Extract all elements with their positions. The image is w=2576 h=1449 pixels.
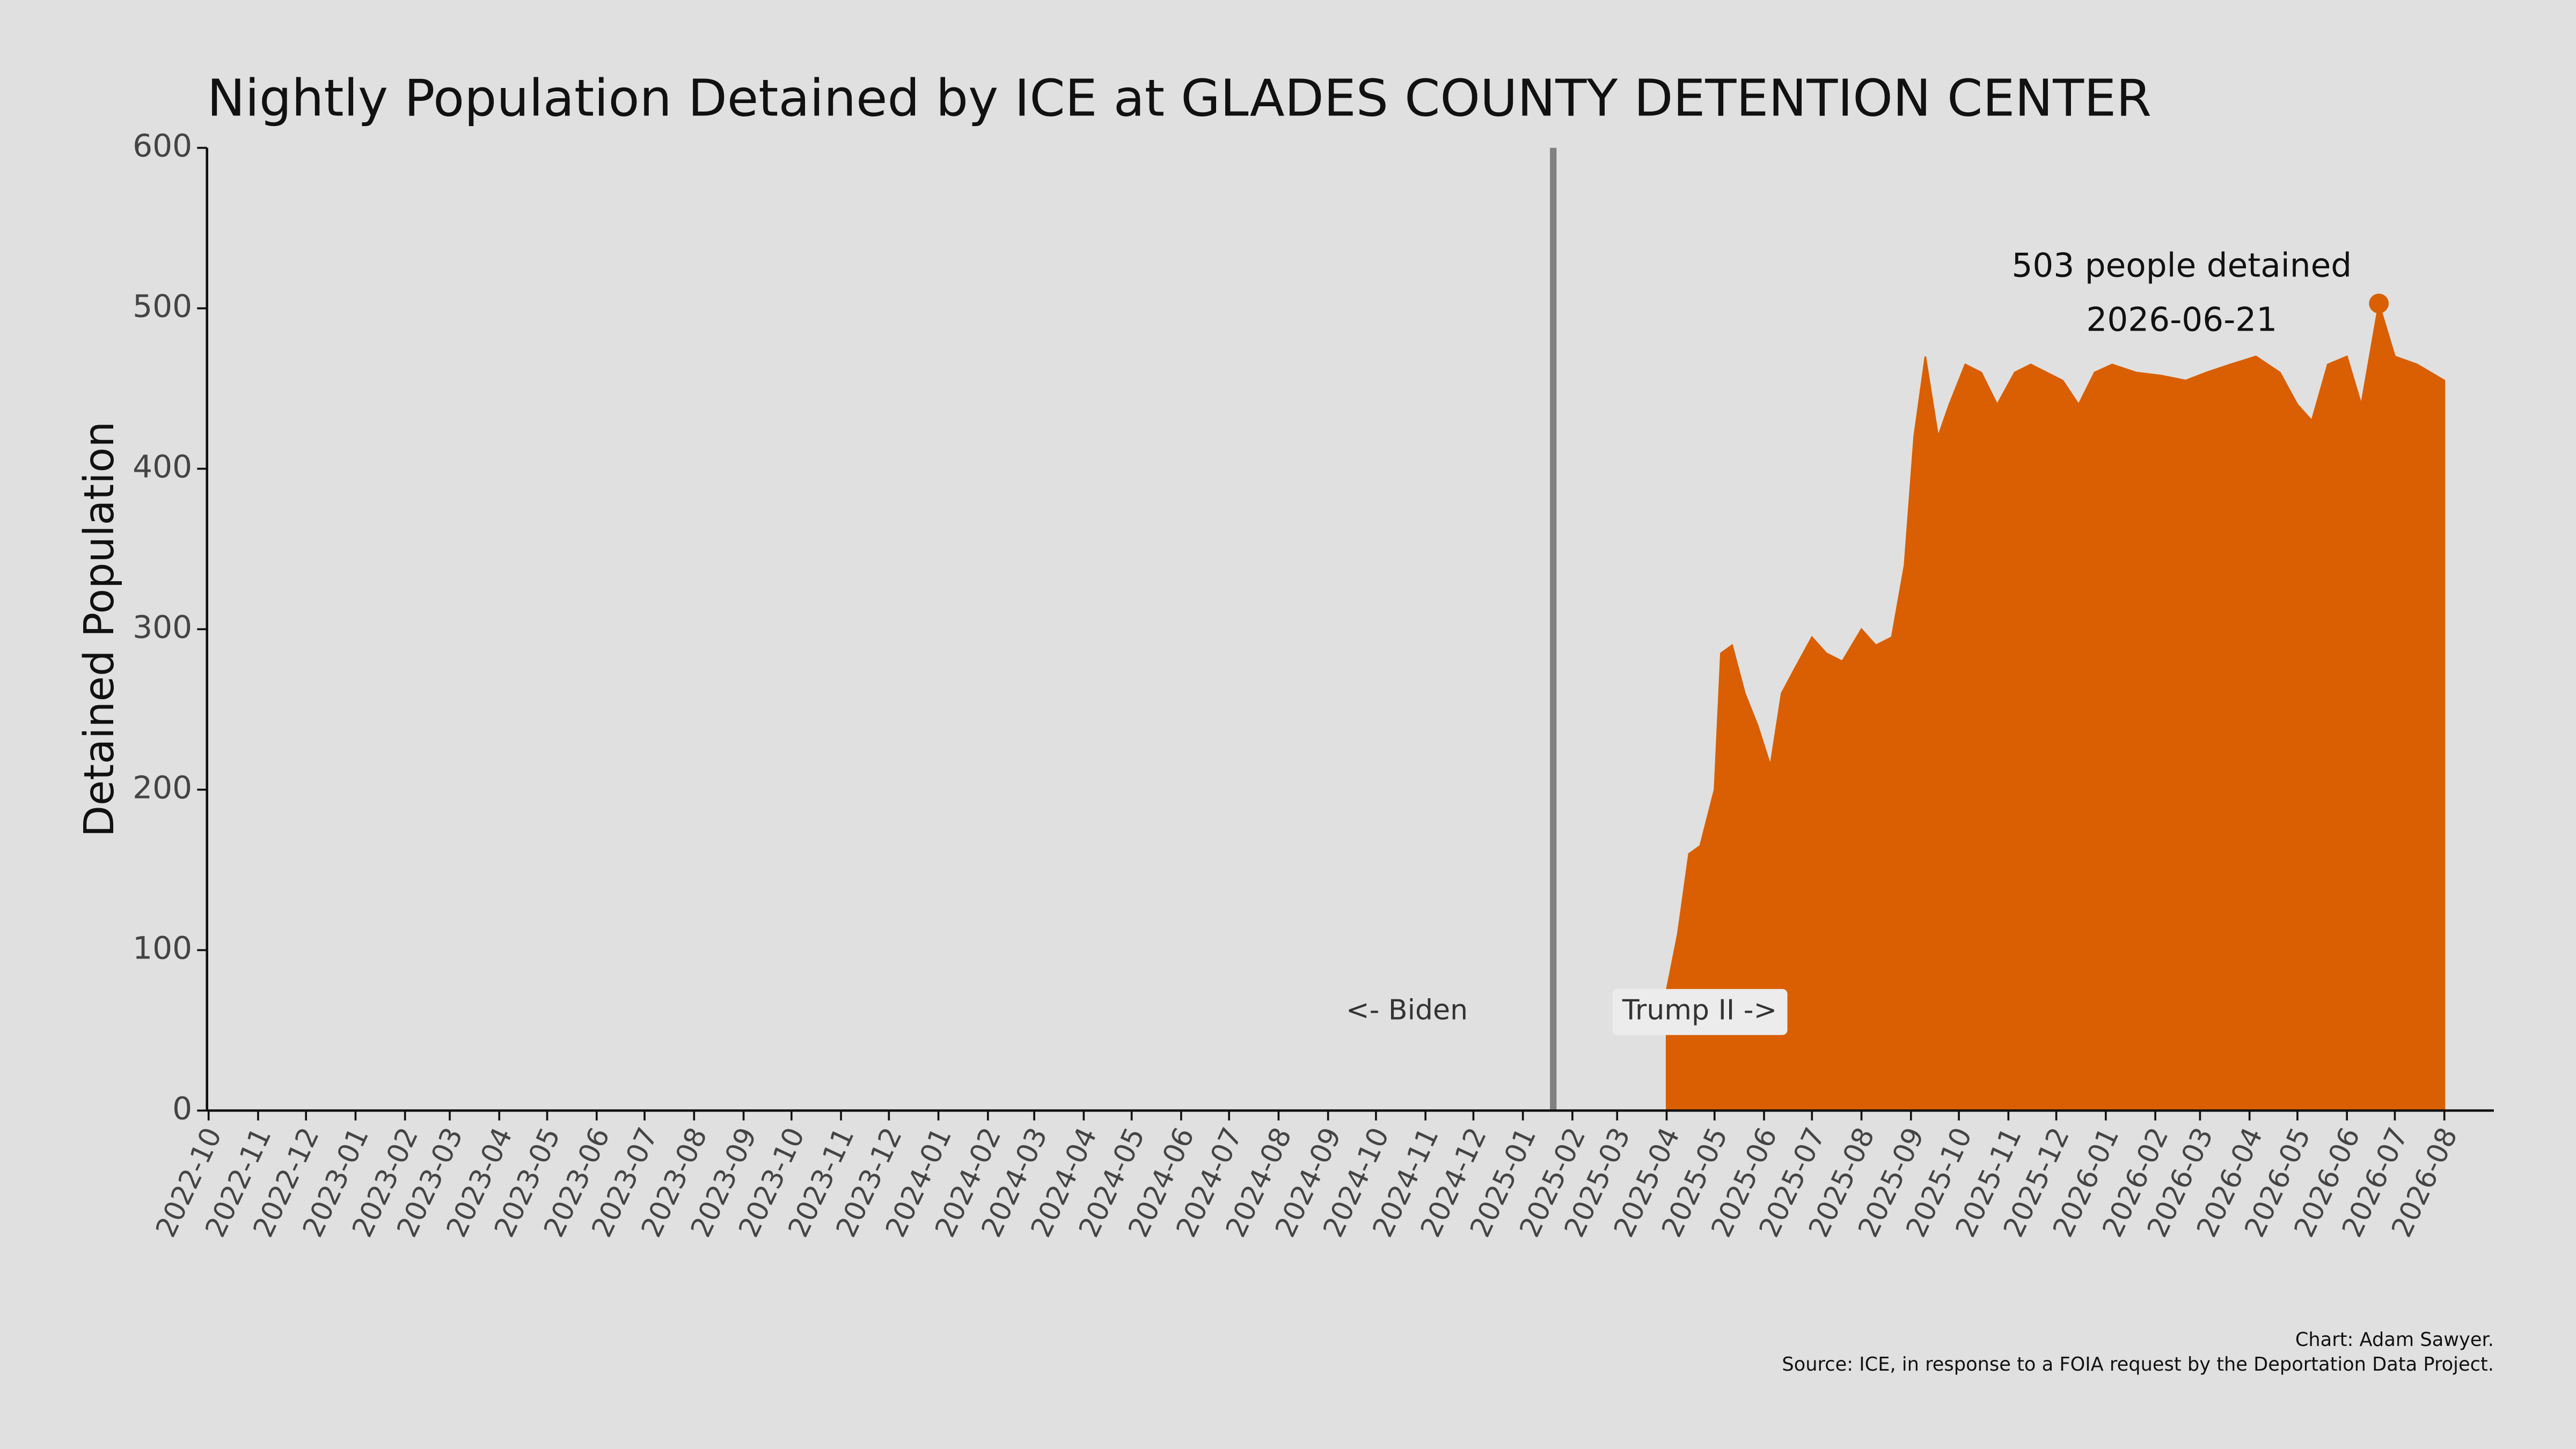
caption: Source: ICE, in response to a FOIA reque…: [1782, 1353, 2494, 1375]
y-tick-label: 600: [133, 128, 192, 164]
caption: Chart: Adam Sawyer.: [2295, 1329, 2494, 1351]
label-box: [1612, 989, 1788, 1035]
y-tick-label: 0: [172, 1090, 192, 1126]
y-tick-label: 100: [133, 930, 192, 967]
y-tick-label: 300: [133, 609, 192, 646]
y-tick-label: 400: [133, 449, 192, 485]
y-tick-label: 200: [133, 770, 192, 806]
annotation: 2026-06-21: [2086, 301, 2277, 339]
area: [1665, 303, 2446, 1111]
event-label: Trump II ->: [1622, 994, 1777, 1027]
annotation: 503 people detained: [2011, 247, 2352, 285]
y-tick-label: 500: [133, 288, 192, 325]
peak-marker: [2369, 294, 2389, 313]
event-label: <- Biden: [1346, 994, 1468, 1027]
y-axis-label: Detained Population: [76, 421, 123, 837]
chart-title: Nightly Population Detained by ICE at GL…: [207, 69, 2151, 128]
